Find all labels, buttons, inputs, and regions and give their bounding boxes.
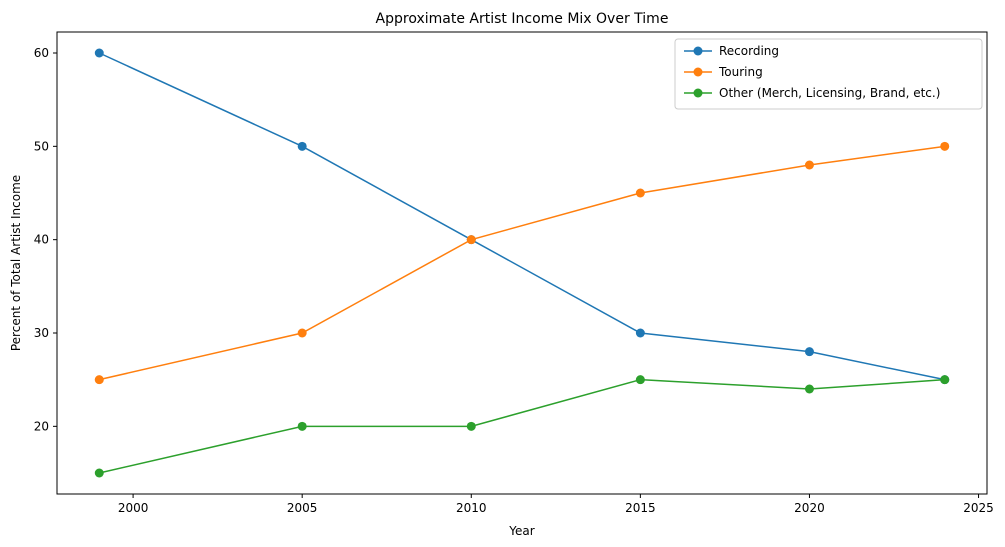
data-point-marker: [466, 235, 476, 245]
series-other: [94, 375, 950, 478]
legend: Recording Touring Other (Merch, Licensing,…: [674, 38, 983, 110]
data-point-marker: [804, 384, 814, 394]
series-line: [99, 145, 945, 381]
series-touring: [94, 141, 950, 385]
axes-frame: [56, 31, 988, 495]
x-axis-label: Year: [508, 524, 534, 538]
data-point-marker: [940, 375, 950, 385]
legend-label: Recording: [719, 44, 779, 58]
x-tick-label: 2010: [456, 501, 487, 515]
y-tick-label: 20: [34, 419, 49, 433]
x-tick-label: 2005: [287, 501, 318, 515]
y-tick-label: 40: [34, 233, 49, 247]
x-tick-label: 2025: [963, 501, 994, 515]
y-axis: 20 30 40 50 60: [34, 46, 57, 433]
legend-label: Other (Merch, Licensing, Brand, etc.): [719, 86, 940, 100]
series-line: [99, 378, 945, 474]
legend-marker-icon: [693, 88, 703, 98]
legend-marker-icon: [693, 67, 703, 77]
data-point-marker: [804, 347, 814, 357]
data-point-marker: [94, 48, 104, 58]
legend-box: [674, 38, 983, 110]
y-axis-label: Percent of Total Artist Income: [9, 175, 23, 351]
data-point-marker: [94, 375, 104, 385]
data-point-marker: [635, 188, 645, 198]
x-tick-label: 2000: [118, 501, 149, 515]
y-tick-label: 50: [34, 139, 49, 153]
legend-marker-icon: [693, 46, 703, 56]
data-point-marker: [635, 375, 645, 385]
plot-area: [94, 48, 950, 478]
chart-title: Approximate Artist Income Mix Over Time: [376, 11, 669, 27]
data-point-marker: [635, 328, 645, 338]
data-point-marker: [297, 421, 307, 431]
x-axis: 2000 2005 2010 2015 2020 2025: [118, 494, 994, 515]
data-point-marker: [94, 468, 104, 478]
data-point-marker: [297, 141, 307, 151]
x-tick-label: 2015: [625, 501, 656, 515]
series-line: [98, 52, 945, 381]
data-point-marker: [940, 141, 950, 151]
y-tick-label: 30: [34, 326, 49, 340]
data-point-marker: [804, 160, 814, 170]
y-tick-label: 60: [34, 46, 49, 60]
legend-label: Touring: [718, 65, 763, 79]
data-point-marker: [297, 328, 307, 338]
data-point-marker: [466, 421, 476, 431]
x-tick-label: 2020: [794, 501, 825, 515]
